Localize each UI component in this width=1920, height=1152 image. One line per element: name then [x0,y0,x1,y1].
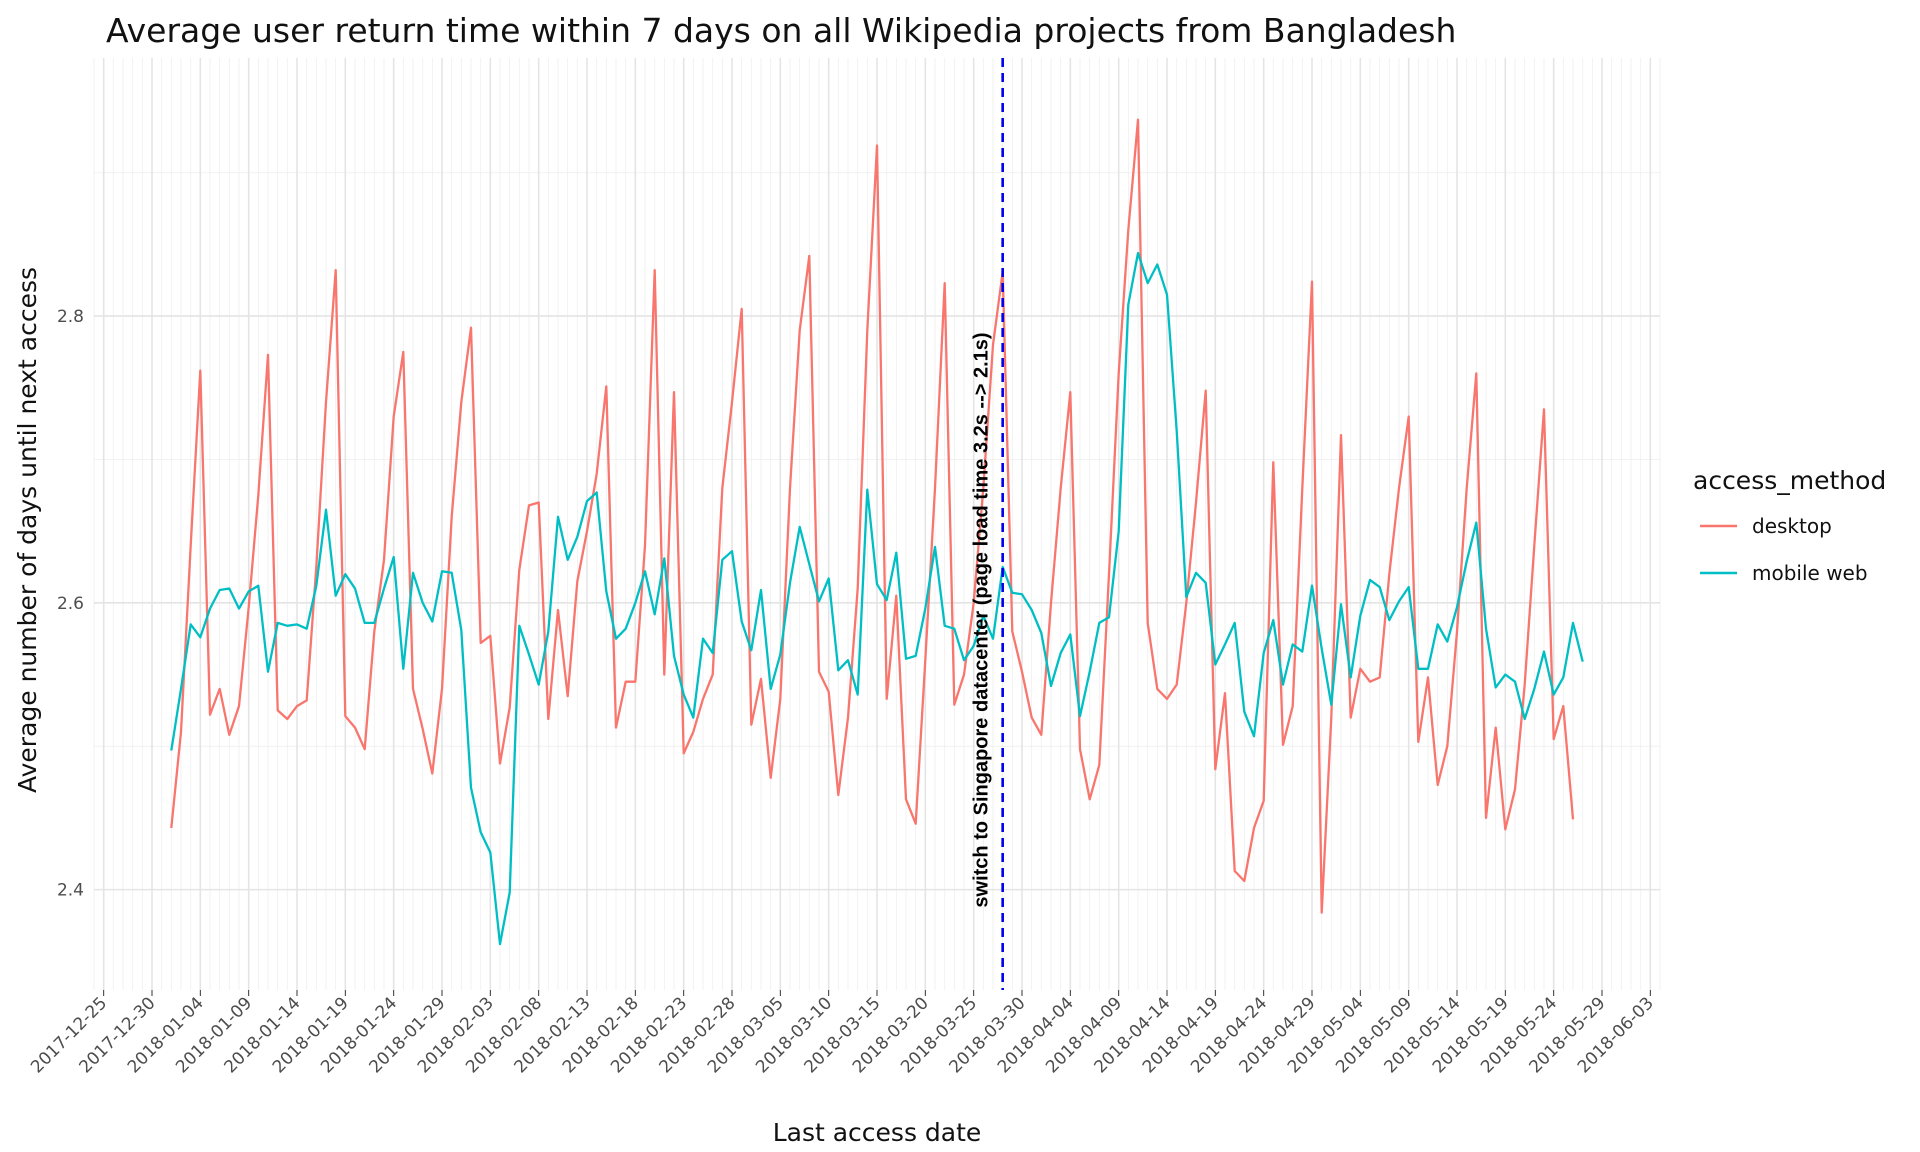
x-axis-title: Last access date [773,1118,982,1147]
chart-title: Average user return time within 7 days o… [106,11,1456,50]
y-tick-label: 2.8 [57,307,84,327]
y-tick-label: 2.6 [57,594,84,614]
legend-title: access_method [1693,466,1886,495]
y-axis-title: Average number of days until next access [13,267,42,793]
legend: access_method desktop mobile web [1693,466,1886,585]
plot-grid [93,58,1661,990]
y-tick-label: 2.4 [57,881,84,901]
x-axis-ticks: 2017-12-252017-12-302018-01-042018-01-09… [27,990,1658,1077]
annotation-label: switch to Singapore datacenter (page loa… [971,332,993,907]
legend-label-mobile-web: mobile web [1752,561,1868,585]
y-axis-ticks: 2.4 2.6 2.8 [57,307,84,901]
annotations: switch to Singapore datacenter (page loa… [971,58,1004,990]
series-line-mobile-web [170,251,1584,946]
legend-label-desktop: desktop [1752,514,1832,538]
series-lines [170,118,1584,946]
series-line-desktop [170,118,1575,914]
